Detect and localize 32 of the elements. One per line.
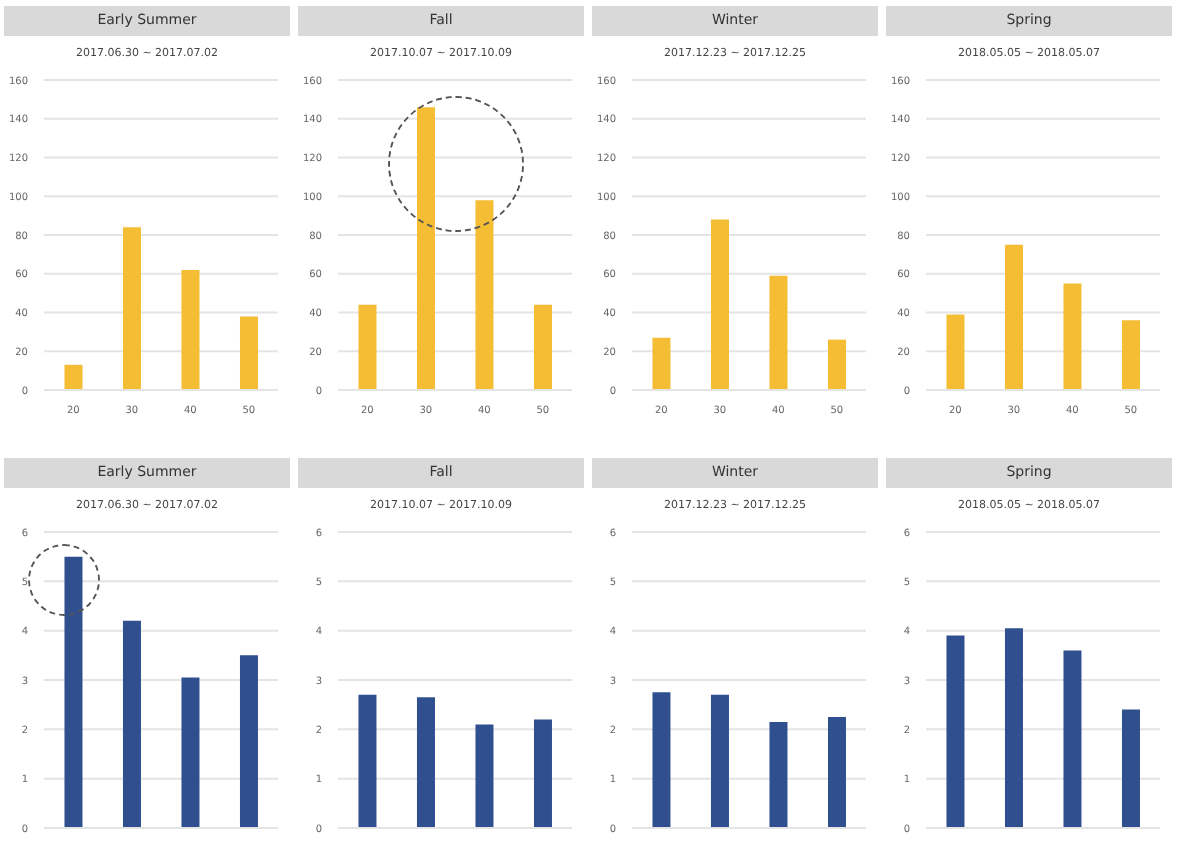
bar — [239, 316, 258, 390]
bar — [1004, 628, 1023, 828]
bar — [358, 694, 377, 828]
bar — [122, 620, 141, 828]
bar — [181, 269, 200, 390]
bar — [416, 107, 435, 390]
bar — [769, 275, 788, 390]
bar — [475, 724, 494, 828]
bar — [652, 337, 671, 390]
bar — [710, 694, 729, 828]
bar — [122, 227, 141, 390]
bar — [1121, 709, 1140, 828]
bar — [1063, 283, 1082, 390]
bar — [710, 219, 729, 390]
bar — [533, 719, 552, 828]
bar — [64, 364, 83, 390]
bar — [358, 304, 377, 390]
bar — [64, 556, 83, 828]
bar — [239, 655, 258, 828]
bar — [1063, 650, 1082, 828]
bar — [946, 314, 965, 390]
bar — [827, 339, 846, 390]
bar — [416, 697, 435, 828]
bar — [1121, 320, 1140, 390]
bar — [1004, 244, 1023, 390]
bar — [827, 717, 846, 828]
bar — [533, 304, 552, 390]
bar — [769, 721, 788, 828]
bar — [475, 200, 494, 390]
bar — [181, 677, 200, 828]
bar — [652, 692, 671, 828]
bar — [946, 635, 965, 828]
